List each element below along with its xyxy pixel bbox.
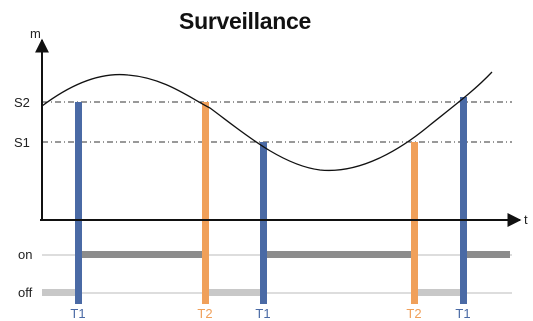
s2-label: S2 — [14, 95, 30, 110]
on-bar — [264, 251, 414, 258]
s1-label: S1 — [14, 135, 30, 150]
state-timeline — [42, 251, 510, 296]
event-markers — [75, 97, 467, 304]
event-label-t1: T1 — [70, 306, 85, 321]
y-axis-label: m — [30, 26, 41, 41]
off-label: off — [18, 285, 33, 300]
event-bar-t2 — [411, 142, 418, 304]
event-bar-t2 — [202, 102, 209, 304]
off-bar — [414, 289, 464, 296]
event-label-t2: T2 — [197, 306, 212, 321]
off-bar — [42, 289, 78, 296]
event-bar-t1 — [75, 102, 82, 304]
event-bar-t1 — [460, 97, 467, 304]
event-bar-t1 — [260, 142, 267, 304]
event-label-t2: T2 — [406, 306, 421, 321]
off-bar — [206, 289, 264, 296]
on-label: on — [18, 247, 32, 262]
x-axis-label: t — [524, 212, 528, 227]
event-label-t1: T1 — [455, 306, 470, 321]
event-label-t1: T1 — [255, 306, 270, 321]
on-bar — [78, 251, 206, 258]
on-bar — [464, 251, 510, 258]
measurement-curve — [41, 71, 493, 172]
diagram-title: Surveillance — [179, 8, 311, 34]
